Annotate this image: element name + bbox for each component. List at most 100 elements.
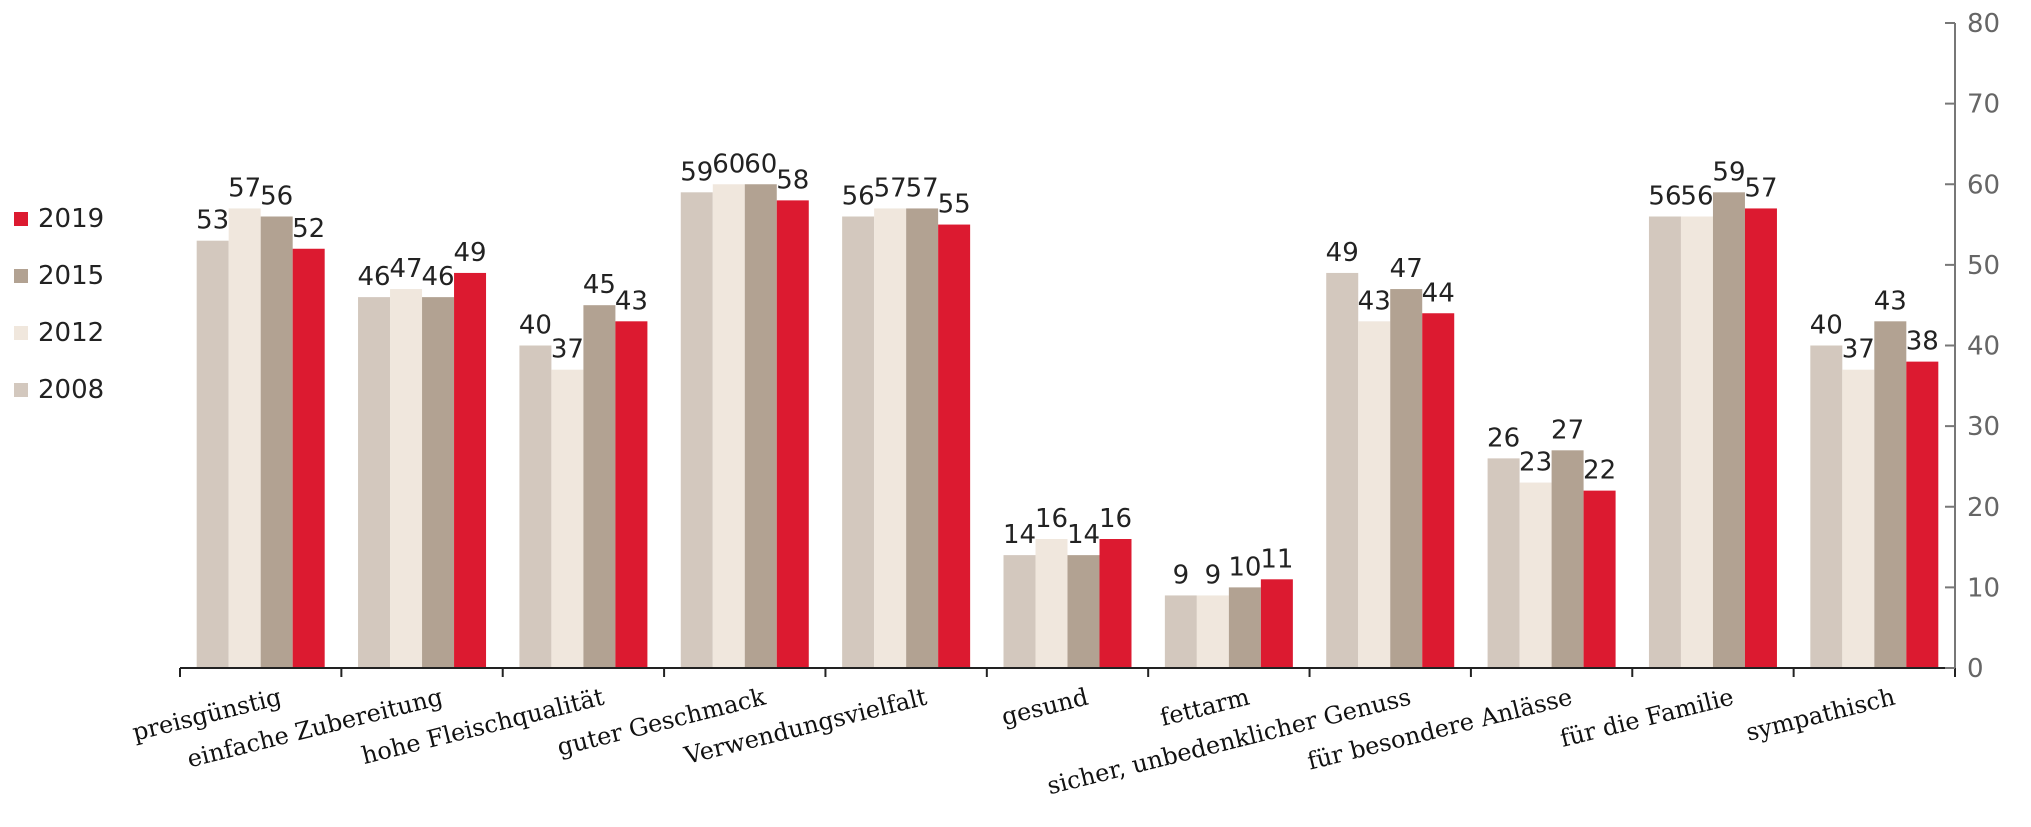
x-tick-label: gesund	[999, 683, 1091, 731]
bar-2019-2	[615, 321, 648, 668]
bar-2012-7	[1358, 321, 1391, 668]
data-label-2015-7: 47	[1390, 254, 1423, 284]
y-tick-label: 40	[1967, 332, 2000, 362]
data-label-2015-6: 10	[1228, 552, 1261, 582]
data-label-2019-7: 44	[1422, 278, 1455, 308]
y-tick-label: 20	[1967, 493, 2000, 523]
y-tick-label: 0	[1967, 654, 1984, 684]
data-label-2019-3: 58	[776, 165, 809, 195]
legend-label: 2008	[38, 374, 105, 405]
bar-2015-8	[1551, 450, 1584, 668]
bar-2008-3	[680, 192, 713, 668]
data-label-2012-1: 47	[389, 254, 422, 284]
legend-item-2019: 2019	[14, 190, 104, 247]
bar-2008-5	[1003, 555, 1036, 668]
bar-2008-1	[358, 297, 391, 668]
bar-2019-9	[1744, 208, 1777, 668]
bar-2008-4	[842, 216, 875, 668]
y-tick-label: 60	[1967, 170, 2000, 200]
bar-2008-9	[1648, 216, 1681, 668]
bar-2012-1	[390, 289, 423, 668]
data-label-2008-9: 56	[1648, 182, 1681, 212]
bar-2019-5	[1099, 539, 1132, 668]
bar-2015-5	[1067, 555, 1100, 668]
bar-2019-0	[292, 248, 325, 668]
data-label-2012-7: 43	[1358, 286, 1391, 316]
bars-layer	[196, 184, 1939, 668]
data-label-2008-3: 59	[680, 157, 713, 187]
data-label-2015-8: 27	[1551, 415, 1584, 445]
bar-2019-4	[938, 224, 971, 668]
data-label-2008-1: 46	[357, 262, 390, 292]
bar-2015-0	[260, 216, 293, 668]
bar-2008-0	[196, 240, 229, 668]
data-label-2012-10: 37	[1842, 335, 1875, 365]
legend-item-2008: 2008	[14, 361, 104, 418]
legend: 2019 2015 2012 2008	[14, 190, 104, 418]
x-tick-label: für besondere Anlässe	[1305, 683, 1575, 776]
bar-2019-3	[776, 200, 809, 668]
data-label-2019-9: 57	[1744, 173, 1777, 203]
data-label-2019-2: 43	[615, 286, 648, 316]
data-label-2012-5: 16	[1035, 504, 1068, 534]
data-label-2015-4: 57	[906, 173, 939, 203]
data-label-2008-0: 53	[196, 206, 229, 236]
bar-2008-7	[1326, 272, 1359, 668]
bar-2008-2	[519, 345, 552, 668]
bar-2008-6	[1164, 595, 1197, 668]
data-label-2012-9: 56	[1680, 182, 1713, 212]
data-label-2012-2: 37	[551, 335, 584, 365]
data-label-2019-1: 49	[453, 238, 486, 268]
data-label-2019-4: 55	[938, 190, 971, 220]
x-tick-label: sympathisch	[1743, 683, 1898, 747]
y-tick-label: 10	[1967, 573, 2000, 603]
bar-2015-6	[1228, 587, 1261, 668]
bar-2019-10	[1906, 361, 1939, 668]
bar-2012-5	[1035, 539, 1068, 668]
data-label-2019-0: 52	[292, 214, 325, 244]
x-tick-label: für die Familie	[1557, 683, 1736, 753]
data-label-2008-8: 26	[1487, 423, 1520, 453]
bar-2012-4	[874, 208, 907, 668]
bar-2008-8	[1487, 458, 1520, 668]
bar-2012-10	[1842, 369, 1875, 668]
legend-swatch	[14, 268, 28, 283]
y-tick-label: 30	[1967, 412, 2000, 442]
bar-2012-3	[712, 184, 745, 668]
data-label-2015-3: 60	[744, 149, 777, 179]
data-label-2008-4: 56	[842, 182, 875, 212]
bar-2015-4	[906, 208, 939, 668]
data-labels-layer: 5346405956149492656405747376057169432356…	[196, 149, 1939, 590]
legend-label: 2015	[38, 260, 105, 291]
bar-2015-10	[1874, 321, 1907, 668]
legend-label: 2012	[38, 317, 105, 348]
data-label-2019-6: 11	[1260, 544, 1293, 574]
bar-2019-7	[1422, 313, 1455, 668]
legend-swatch	[14, 211, 28, 226]
bar-2012-0	[228, 208, 261, 668]
bar-2015-2	[583, 305, 616, 668]
y-tick-label: 50	[1967, 251, 2000, 281]
data-label-2015-10: 43	[1874, 286, 1907, 316]
data-label-2012-4: 57	[874, 173, 907, 203]
bar-2015-1	[422, 297, 455, 668]
y-tick-label: 70	[1967, 90, 2000, 120]
data-label-2015-1: 46	[421, 262, 454, 292]
bar-2019-8	[1583, 490, 1616, 668]
data-label-2008-2: 40	[519, 311, 552, 341]
bar-2015-3	[744, 184, 777, 668]
bar-2012-2	[551, 369, 584, 668]
legend-item-2015: 2015	[14, 247, 104, 304]
legend-item-2012: 2012	[14, 304, 104, 361]
data-label-2008-6: 9	[1173, 560, 1190, 590]
legend-label: 2019	[38, 203, 105, 234]
data-label-2015-0: 56	[260, 182, 293, 212]
data-label-2008-10: 40	[1810, 311, 1843, 341]
data-label-2012-6: 9	[1205, 560, 1222, 590]
bar-2019-1	[454, 272, 487, 668]
legend-swatch	[14, 325, 28, 340]
data-label-2012-3: 60	[712, 149, 745, 179]
data-label-2015-5: 14	[1067, 520, 1100, 550]
data-label-2012-0: 57	[228, 173, 261, 203]
